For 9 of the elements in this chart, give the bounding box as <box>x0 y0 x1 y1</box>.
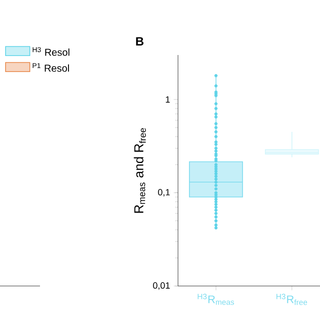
y-tick-label: 1 <box>166 96 170 103</box>
chart-title: B <box>136 37 144 46</box>
y-tick-label: 0,01 <box>153 282 170 290</box>
y-tick-label: 0,1 <box>158 189 170 196</box>
x-tick-label: $^{H3}$R$_{meas}$ <box>198 294 234 305</box>
legend-label: $^{P1}$ Resol <box>32 63 69 72</box>
x-tick-label: $^{H3}$R$_{free}$ <box>276 294 308 306</box>
y-axis-title: R$_{meas}$ and R$_{free}$ <box>134 128 146 213</box>
legend-label: $^{H3}$ Resol <box>32 47 70 56</box>
